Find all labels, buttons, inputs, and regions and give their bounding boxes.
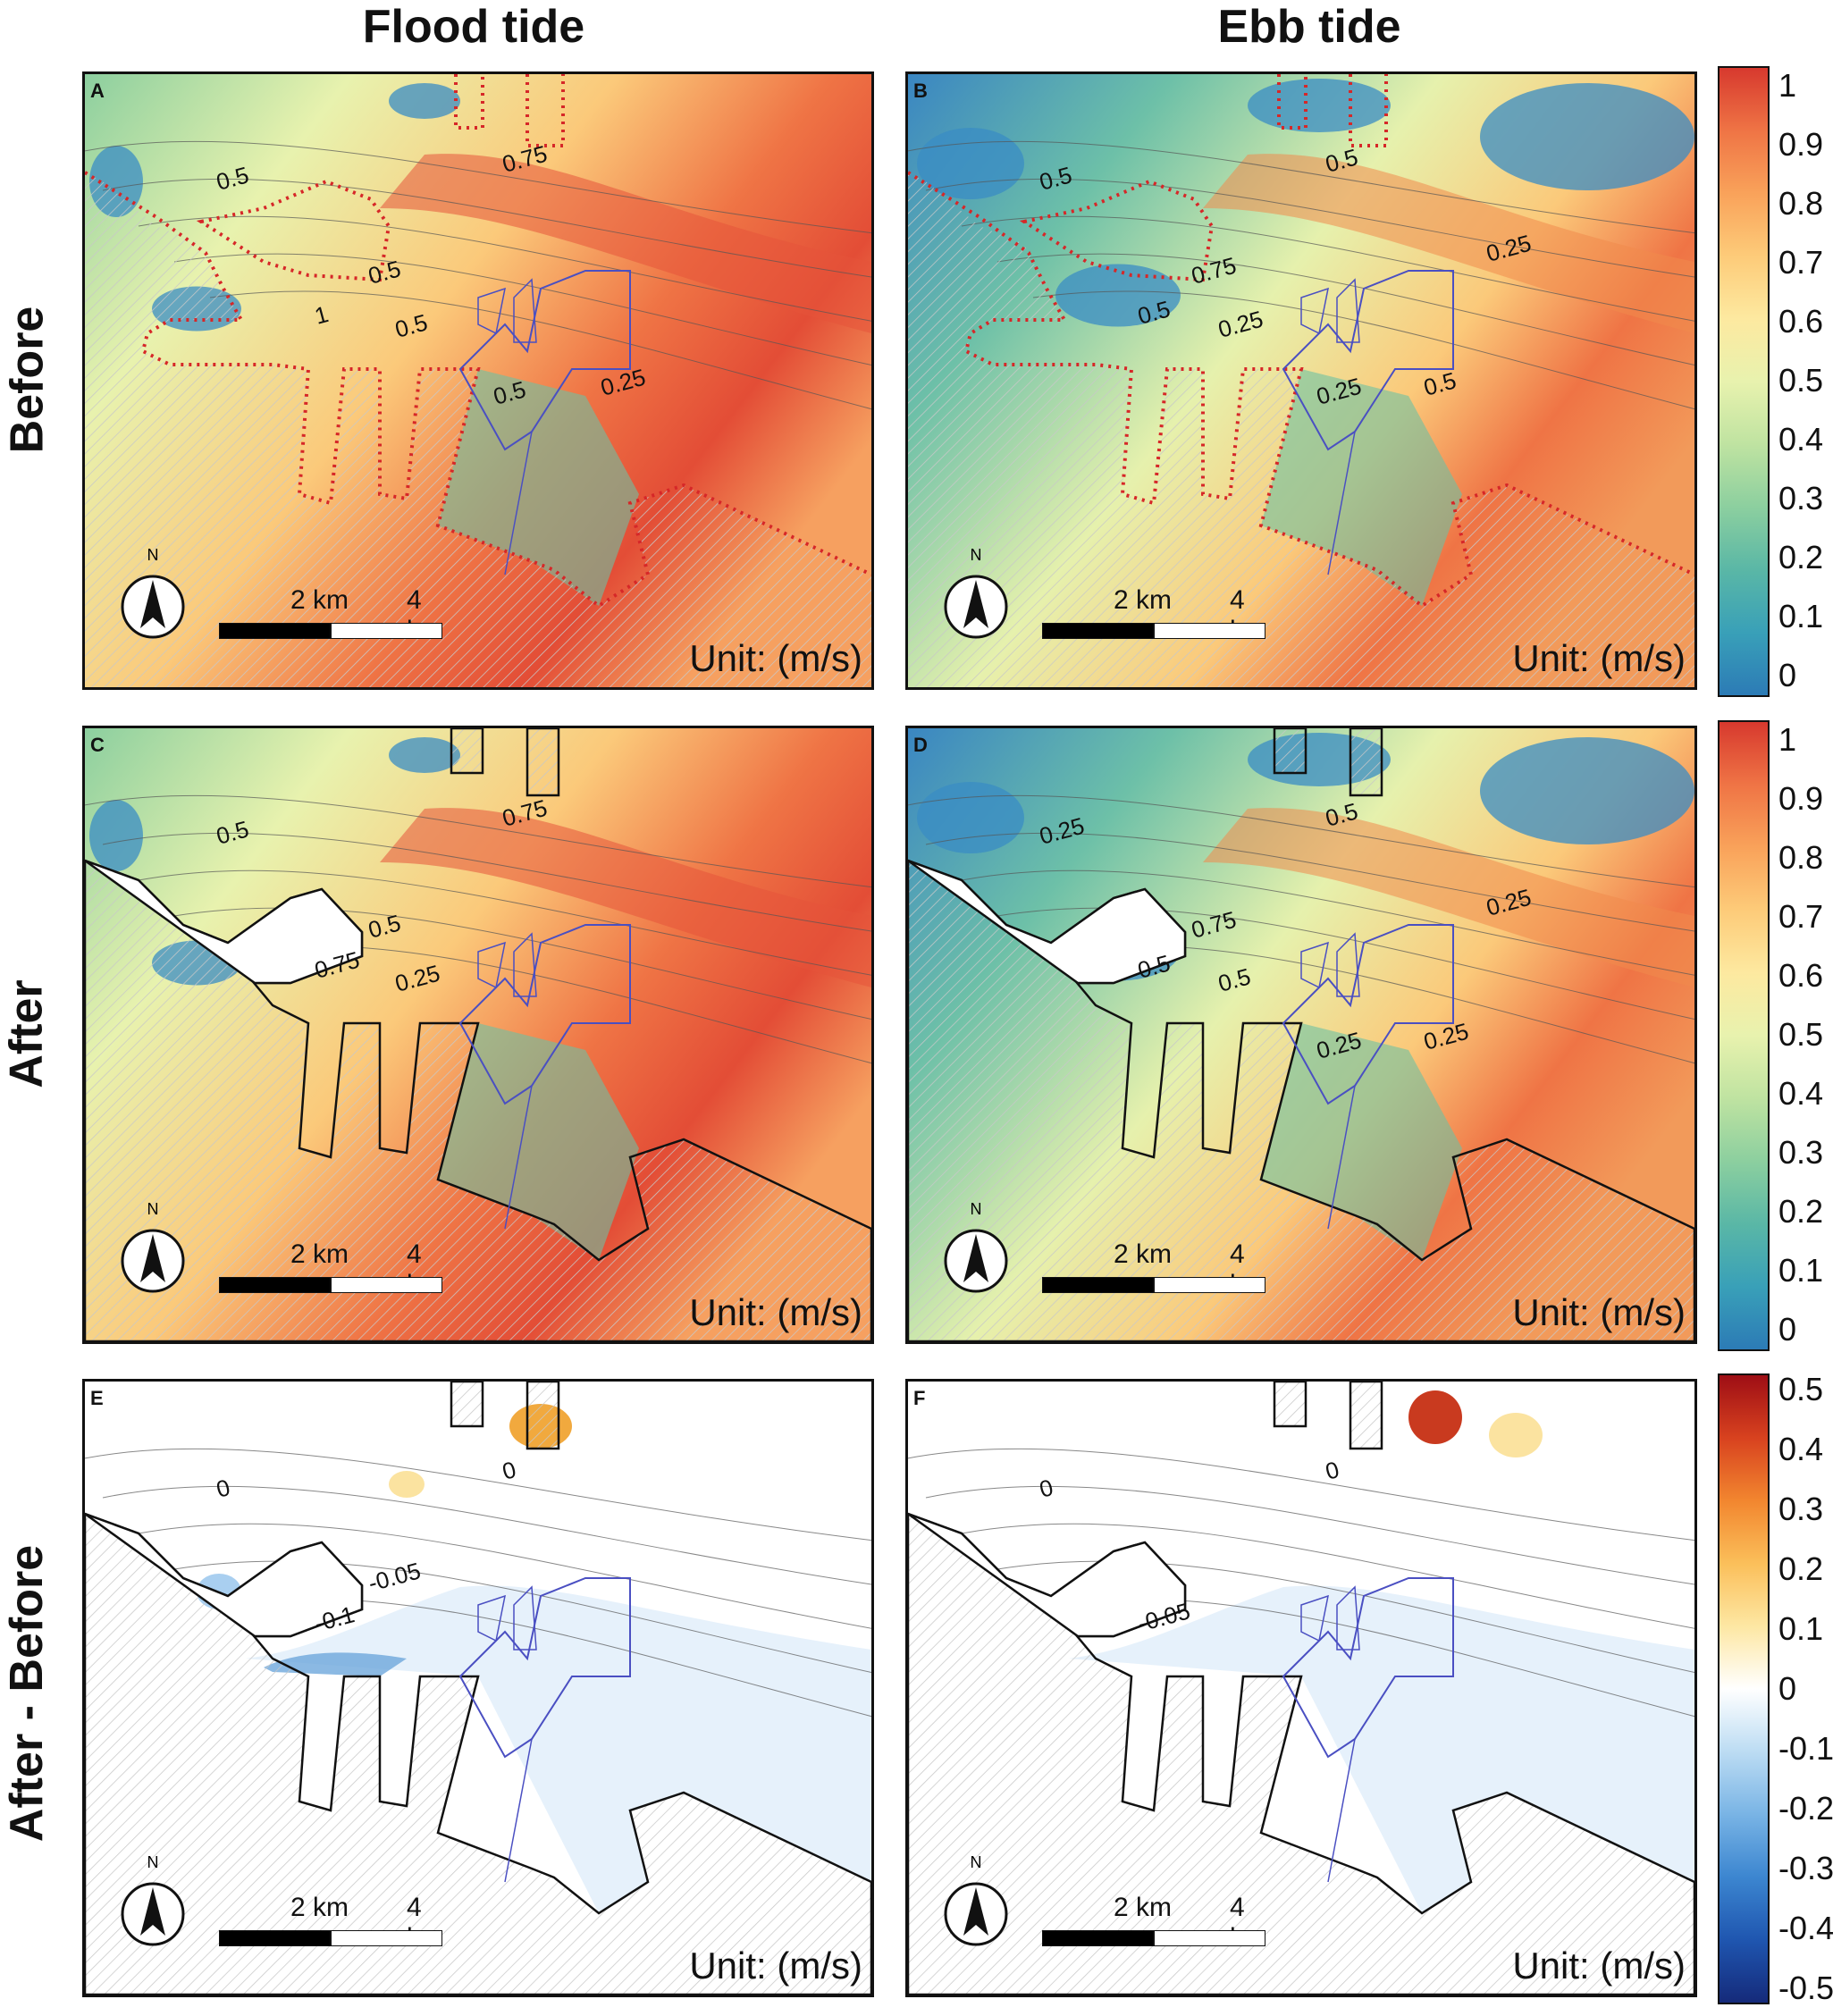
colorbar-ramp — [1718, 1373, 1770, 2004]
scale-label-2km: 2 km — [1114, 1893, 1173, 1922]
north-label: N — [971, 1200, 982, 1218]
scale-label-2km: 2 km — [290, 1239, 349, 1269]
map-canvas: 00-0.1-0.05 — [85, 1382, 871, 1995]
colorbar-before: 1 0.9 0.8 0.7 0.6 0.5 0.4 0.3 0.2 0.1 0 — [1718, 66, 1829, 697]
scale-bar: 2 km4 km — [219, 1893, 442, 1953]
colorbar-tick-label: 0.1 — [1778, 1610, 1824, 1647]
north-label: N — [971, 546, 982, 564]
north-arrow-icon: N — [119, 542, 187, 641]
colorbar-tick-label: 0.4 — [1778, 421, 1824, 458]
colorbar-tick-label: -0.1 — [1778, 1730, 1833, 1767]
colorbar-tick-label: 0.9 — [1778, 780, 1824, 817]
panel-letter: A — [90, 80, 105, 102]
panel-letter: D — [913, 734, 928, 756]
land-area — [908, 172, 1694, 687]
colorbar-tick-label: 0.6 — [1778, 957, 1824, 994]
land-area — [85, 172, 871, 687]
map-canvas: 0.50.750.750.50.25 — [85, 728, 871, 1341]
panel-f: 00-0.05F N 2 km4 km Unit: (m/s) — [905, 1379, 1697, 1997]
colorbar-tick-label: 0.5 — [1778, 362, 1824, 399]
unit-label: Unit: (m/s) — [689, 1945, 862, 1987]
colorbar-tick-label: -0.2 — [1778, 1790, 1833, 1827]
colorbar-tick-label: 0.3 — [1778, 1134, 1824, 1171]
panel-c: 0.50.750.750.50.25C N 2 km4 km Unit: (m/s) — [82, 726, 874, 1344]
north-label: N — [147, 546, 159, 564]
unit-label: Unit: (m/s) — [1512, 637, 1686, 679]
unit-label: Unit: (m/s) — [1512, 1291, 1686, 1333]
colorbar-tick-label: 0 — [1778, 1311, 1797, 1348]
colorbar-tick-label: -0.5 — [1778, 1970, 1833, 2006]
panel-e: 00-0.1-0.05E N 2 km4 km Unit: (m/s) — [82, 1379, 874, 1997]
north-arrow-icon: N — [942, 542, 1010, 641]
colorbar-tick-label: 0.1 — [1778, 1252, 1824, 1289]
colorbar-tick-label: 0.2 — [1778, 1193, 1824, 1230]
scale-label-2km: 2 km — [290, 585, 349, 615]
colorbar-tick-label: 0.3 — [1778, 1491, 1824, 1527]
panel-letter: B — [913, 80, 928, 102]
unit-label: Unit: (m/s) — [1512, 1945, 1686, 1987]
north-arrow-icon: N — [942, 1197, 1010, 1295]
scale-bar: 2 km4 km — [219, 1239, 442, 1299]
colorbar-tick-label: 0.8 — [1778, 839, 1824, 876]
colorbar-tick-label: 0.3 — [1778, 480, 1824, 517]
colorbar-tick-label: 0.2 — [1778, 539, 1824, 575]
colorbar-tick-label: 0.7 — [1778, 244, 1824, 281]
colorbar-tick-label: 0.4 — [1778, 1075, 1824, 1112]
map-canvas: 0.25 0.50.50.750.50.25 0.250.25 — [908, 728, 1694, 1341]
panel-letter: C — [90, 734, 105, 756]
scale-bar: 2 km4 km — [1042, 585, 1265, 645]
colorbar-tick-label: -0.3 — [1778, 1850, 1833, 1886]
colorbar-tick-label: 0 — [1778, 657, 1797, 693]
scale-bar: 2 km4 km — [1042, 1239, 1265, 1299]
colorbar-tick-label: 0.1 — [1778, 598, 1824, 634]
north-label: N — [147, 1853, 159, 1871]
colorbar-tick-label: 0.6 — [1778, 303, 1824, 340]
reclamation-boundary — [908, 171, 1694, 609]
scale-bar: 2 km4 km — [1042, 1893, 1265, 1953]
colorbar-tick-label: 0.2 — [1778, 1550, 1824, 1587]
unit-label: Unit: (m/s) — [689, 637, 862, 679]
colorbar-tick-label: 0 — [1778, 1670, 1797, 1707]
row-title-difference: After - Before — [1, 1544, 54, 1843]
colorbar-tick-label: 0.8 — [1778, 185, 1824, 222]
north-arrow-icon: N — [119, 1197, 187, 1295]
panel-b: 0.50.50.50.750.250.250.50.25B N 2 km4 km Un… — [905, 71, 1697, 690]
reclamation-boundary — [85, 171, 871, 609]
row-title-after: After — [1, 979, 53, 1088]
colorbar-tick-label: -0.4 — [1778, 1910, 1833, 1946]
north-arrow-icon: N — [942, 1850, 1010, 1948]
panel-letter: E — [90, 1387, 104, 1409]
north-label: N — [971, 1853, 982, 1871]
colorbar-ramp — [1718, 66, 1770, 697]
colorbar-tick-label: 0.7 — [1778, 898, 1824, 935]
map-canvas: 0.50.50.50.750.250.25 0.50.25 — [908, 74, 1694, 687]
colorbar-tick-label: 0.9 — [1778, 126, 1824, 163]
colorbar-tick-label: 1 — [1778, 67, 1797, 104]
colorbar-tick-label: 1 — [1778, 721, 1797, 758]
unit-label: Unit: (m/s) — [689, 1291, 862, 1333]
panel-d: 0.250.50.50.750.50.250.250.25D N 2 km4 km U… — [905, 726, 1697, 1344]
north-label: N — [147, 1200, 159, 1218]
column-title-flood: Flood tide — [362, 1, 585, 53]
colorbar-after: 1 0.9 0.8 0.7 0.6 0.5 0.4 0.3 0.2 0.1 0 — [1718, 720, 1829, 1351]
colorbar-difference: 0.5 0.4 0.3 0.2 0.1 0 -0.1 -0.2 -0.3 -0.4 -0.5 — [1718, 1371, 1833, 2004]
map-canvas: 00-0.05 — [908, 1382, 1694, 1995]
row-title-before: Before — [1, 306, 53, 454]
scale-label-2km: 2 km — [290, 1893, 349, 1922]
scale-label-2km: 2 km — [1114, 1239, 1173, 1269]
colorbar-tick-label: 0.4 — [1778, 1431, 1824, 1467]
colorbar-ramp — [1718, 720, 1770, 1351]
scale-label-2km: 2 km — [1114, 585, 1173, 615]
panel-letter: F — [913, 1387, 926, 1409]
column-title-ebb: Ebb tide — [1217, 1, 1401, 53]
colorbar-tick-label: 0.5 — [1778, 1371, 1824, 1407]
colorbar-tick-label: 0.5 — [1778, 1016, 1824, 1053]
north-arrow-icon: N — [119, 1850, 187, 1948]
scale-bar: 2 km4 km — [219, 585, 442, 645]
